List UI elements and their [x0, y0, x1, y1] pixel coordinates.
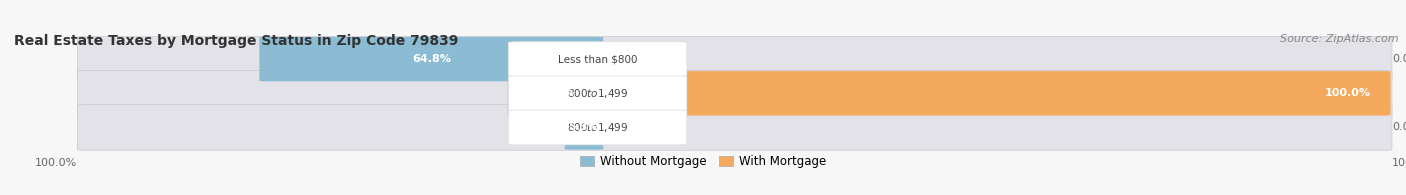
FancyBboxPatch shape [77, 36, 1392, 82]
FancyBboxPatch shape [509, 110, 688, 145]
FancyBboxPatch shape [565, 105, 603, 150]
Text: 64.8%: 64.8% [412, 54, 451, 64]
Text: Real Estate Taxes by Mortgage Status in Zip Code 79839: Real Estate Taxes by Mortgage Status in … [14, 34, 458, 48]
Text: 16.4%: 16.4% [536, 88, 575, 98]
FancyBboxPatch shape [259, 37, 603, 81]
Text: Source: ZipAtlas.com: Source: ZipAtlas.com [1281, 34, 1399, 43]
FancyBboxPatch shape [509, 76, 688, 111]
FancyBboxPatch shape [77, 71, 1392, 116]
Text: 100.0%: 100.0% [1324, 88, 1371, 98]
FancyBboxPatch shape [509, 42, 688, 77]
Text: 5.3%: 5.3% [568, 122, 599, 132]
Text: 0.0%: 0.0% [1392, 122, 1406, 132]
FancyBboxPatch shape [77, 105, 1392, 150]
Text: 100.0%: 100.0% [1392, 158, 1406, 168]
Text: Less than $800: Less than $800 [558, 54, 637, 64]
FancyBboxPatch shape [592, 71, 1391, 115]
Legend: Without Mortgage, With Mortgage: Without Mortgage, With Mortgage [575, 150, 831, 173]
Text: 100.0%: 100.0% [35, 158, 77, 168]
Text: $800 to $1,499: $800 to $1,499 [567, 121, 628, 134]
Text: $800 to $1,499: $800 to $1,499 [567, 87, 628, 100]
Text: 0.0%: 0.0% [1392, 54, 1406, 64]
FancyBboxPatch shape [508, 71, 603, 115]
